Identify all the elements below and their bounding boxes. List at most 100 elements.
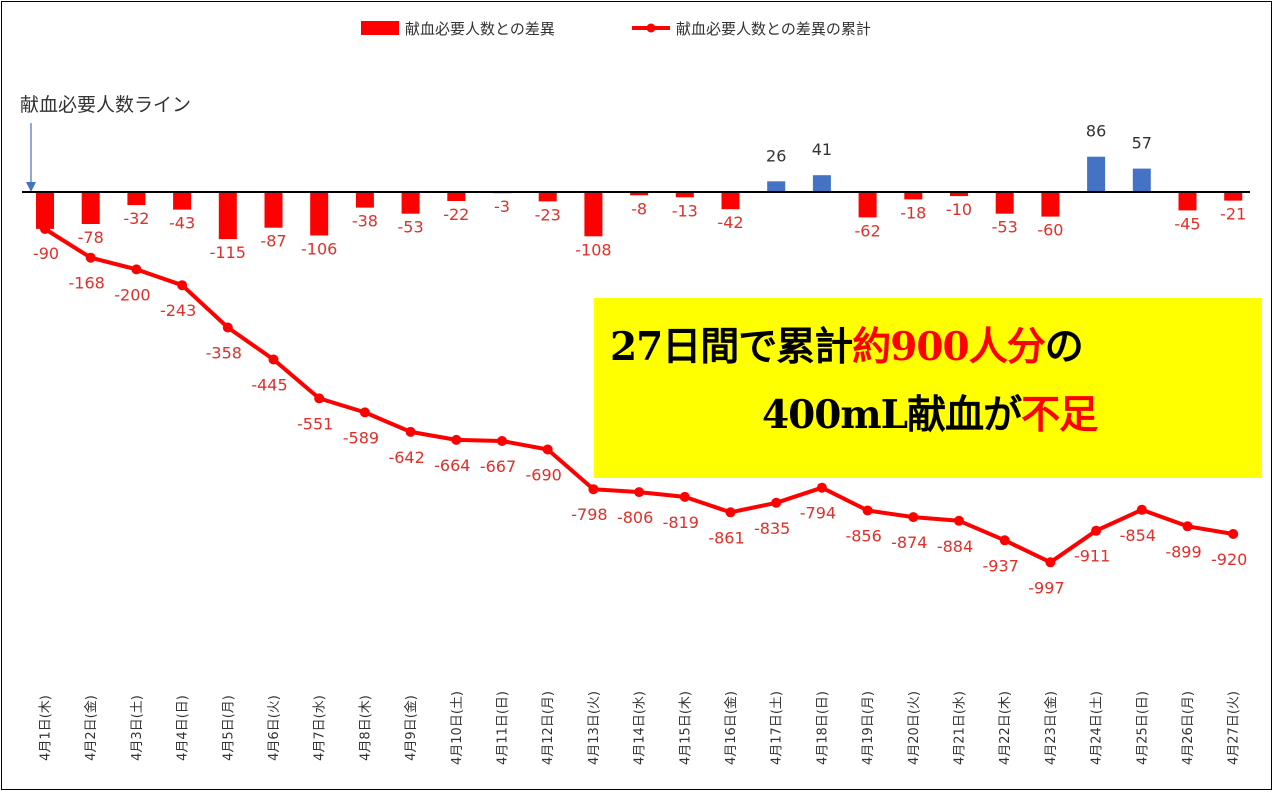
bar-data-label: 86 xyxy=(1086,122,1106,141)
cumulative-data-label: -551 xyxy=(297,414,333,433)
bar xyxy=(401,192,420,214)
x-tick-label: 4月22日(木) xyxy=(998,691,1013,765)
x-tick-label: 4月4日(日) xyxy=(176,695,191,761)
cumulative-point xyxy=(1136,504,1147,515)
cumulative-point xyxy=(131,264,142,275)
cumulative-point xyxy=(542,444,553,455)
callout-line-2-prefix: 400mL献血が xyxy=(762,392,1022,438)
cumulative-data-label: -835 xyxy=(754,519,790,538)
cumulative-point xyxy=(451,434,462,445)
bar xyxy=(81,192,100,224)
cumulative-point xyxy=(1228,529,1239,539)
bar-data-label: 41 xyxy=(812,140,832,159)
cumulative-data-label: -243 xyxy=(160,301,196,320)
cumulative-data-label: -937 xyxy=(983,556,1019,575)
cumulative-data-label: -690 xyxy=(526,466,562,485)
cumulative-point xyxy=(588,484,599,495)
cumulative-data-label: -884 xyxy=(937,537,973,556)
bar-data-label: -62 xyxy=(855,221,881,240)
bar xyxy=(355,192,374,208)
bar xyxy=(812,175,831,192)
callout-line-1-highlight: 約900人分 xyxy=(852,324,1045,370)
x-tick-label: 4月16日(金) xyxy=(723,691,739,765)
cumulative-point xyxy=(771,497,782,508)
bar-data-label: -10 xyxy=(946,200,972,219)
cumulative-point xyxy=(497,436,507,446)
x-tick-label: 4月3日(土) xyxy=(130,695,145,761)
cumulative-point xyxy=(40,224,50,234)
cumulative-data-label: -798 xyxy=(571,505,607,524)
cumulative-data-label: -899 xyxy=(1165,542,1201,561)
legend-bar-swatch xyxy=(361,21,399,35)
bar xyxy=(630,192,649,196)
cumulative-point xyxy=(222,322,233,333)
legend-line-label: 献血必要人数との差異の累計 xyxy=(676,20,871,38)
bar-data-labels: -90 -78 -32 -43 -115 -87 -106 -38 -53 -22 -3 -23 -10… xyxy=(33,122,1246,263)
bar xyxy=(173,192,192,210)
cumulative-data-label: -445 xyxy=(251,376,287,395)
bar xyxy=(858,192,877,218)
x-tick-label: 4月27日(火) xyxy=(1227,691,1242,765)
bar-data-label: -43 xyxy=(169,214,195,233)
bar xyxy=(310,192,329,236)
bar xyxy=(1178,192,1197,211)
callout-line-1: 27日間で累計約900人分の xyxy=(610,316,1084,372)
cumulative-data-label: -874 xyxy=(891,533,927,552)
bar-data-label: -60 xyxy=(1037,221,1063,240)
cumulative-data-label: -856 xyxy=(845,527,881,546)
cumulative-line-series xyxy=(40,224,1239,568)
cumulative-point xyxy=(405,426,416,437)
cumulative-point xyxy=(314,393,325,404)
bar xyxy=(264,192,283,228)
cumulative-data-label: -664 xyxy=(434,456,470,475)
x-tick-label: 4月9日(金) xyxy=(403,695,419,761)
bar-data-label: -87 xyxy=(260,232,286,251)
legend-bar-label: 献血必要人数との差異 xyxy=(405,20,555,38)
bar xyxy=(36,192,54,229)
bar-data-label: -22 xyxy=(443,205,469,224)
bar-data-label: -21 xyxy=(1220,205,1246,224)
bar xyxy=(1132,168,1151,192)
cumulative-point xyxy=(999,535,1010,546)
x-tick-label: 4月10日(土) xyxy=(450,691,465,765)
bar xyxy=(767,181,786,192)
bar xyxy=(218,192,237,240)
x-tick-label: 4月5日(月) xyxy=(221,695,236,761)
legend: 献血必要人数との差異 献血必要人数との差異の累計 xyxy=(361,20,871,38)
x-tick-label: 4月2日(金) xyxy=(83,695,99,761)
x-tick-label: 4月20日(火) xyxy=(907,691,922,765)
cumulative-data-label: -920 xyxy=(1211,550,1247,569)
cumulative-point xyxy=(908,512,919,523)
bar-data-label: -8 xyxy=(631,199,647,218)
cumulative-point xyxy=(177,280,188,291)
baseline-arrow xyxy=(26,123,36,192)
bar-data-label: 57 xyxy=(1132,134,1152,153)
cumulative-data-label: -200 xyxy=(114,285,150,304)
x-tick-label: 4月6日(火) xyxy=(267,695,282,761)
bar xyxy=(1041,192,1060,217)
x-tick-label: 4月8日(木) xyxy=(358,695,373,761)
bar xyxy=(1087,156,1106,192)
bar-data-label: -42 xyxy=(717,213,743,232)
cumulative-point xyxy=(359,407,370,418)
bar-data-label: -3 xyxy=(494,197,510,216)
x-axis-tick-labels: 4月1日(木) 4月2日(金) 4月3日(土) 4月4日(日) 4月5日(月) 4月6日(… xyxy=(39,691,1242,765)
bar xyxy=(675,192,694,198)
cumulative-point xyxy=(679,491,690,502)
cumulative-point xyxy=(1045,557,1056,568)
cumulative-point xyxy=(1182,521,1193,532)
x-tick-label: 4月17日(土) xyxy=(770,691,785,765)
bar xyxy=(1224,192,1243,201)
x-tick-label: 4月24日(土) xyxy=(1090,691,1105,765)
x-tick-label: 4月13日(火) xyxy=(587,691,602,765)
cumulative-data-label: -794 xyxy=(800,504,836,523)
bar-data-label: -53 xyxy=(992,218,1018,237)
cumulative-data-label: -642 xyxy=(388,448,424,467)
cumulative-data-label: -861 xyxy=(708,528,744,547)
bar-data-label: -13 xyxy=(672,201,698,220)
bar xyxy=(584,192,603,237)
callout-line-1-suffix: の xyxy=(1044,324,1084,370)
bar-data-label: -90 xyxy=(33,244,59,263)
cumulative-data-label: -358 xyxy=(206,344,242,363)
cumulative-point xyxy=(634,487,645,498)
